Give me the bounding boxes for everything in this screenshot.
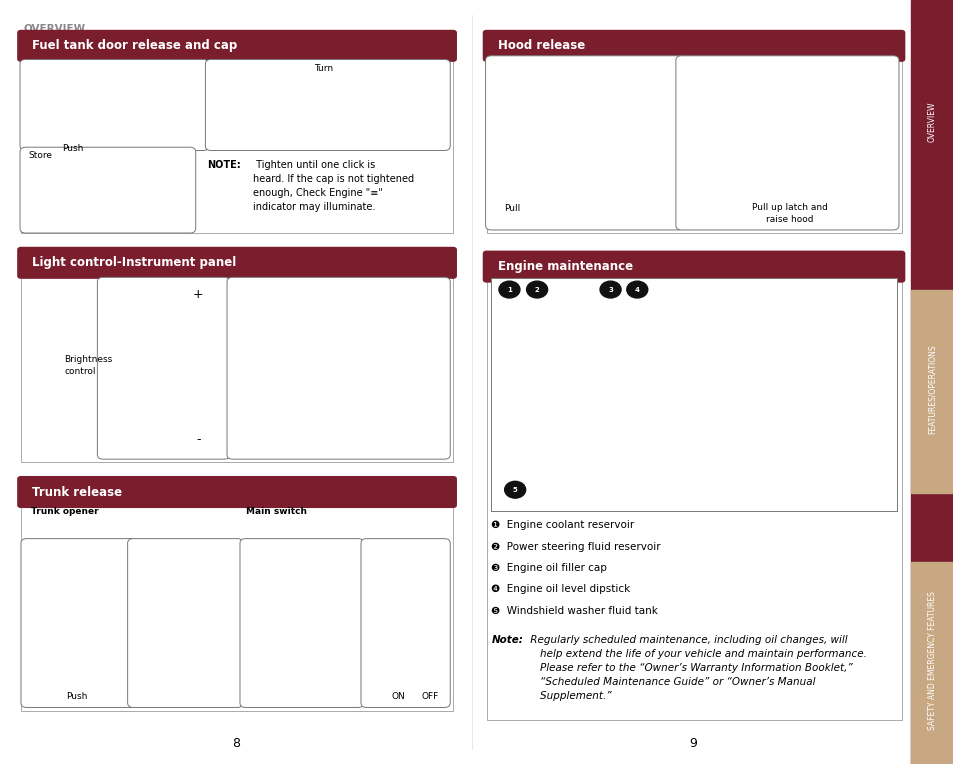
Bar — [910, 290, 953, 493]
Text: OVERVIEW: OVERVIEW — [926, 102, 936, 143]
Text: OVERVIEW: OVERVIEW — [24, 24, 86, 34]
Text: FEATURES/OPERATIONS: FEATURES/OPERATIONS — [926, 345, 936, 435]
Text: Push: Push — [62, 144, 84, 154]
FancyBboxPatch shape — [17, 247, 456, 279]
Text: ❹  Engine oil level dipstick: ❹ Engine oil level dipstick — [491, 584, 630, 594]
FancyBboxPatch shape — [20, 147, 195, 233]
FancyBboxPatch shape — [482, 251, 904, 283]
Circle shape — [526, 281, 547, 298]
FancyBboxPatch shape — [485, 56, 683, 230]
FancyBboxPatch shape — [17, 476, 456, 508]
Text: ❶  Engine coolant reservoir: ❶ Engine coolant reservoir — [491, 520, 634, 530]
Text: Pull: Pull — [503, 204, 519, 213]
Circle shape — [626, 281, 647, 298]
FancyBboxPatch shape — [17, 30, 456, 62]
Circle shape — [599, 281, 620, 298]
Text: Fuel tank door release and cap: Fuel tank door release and cap — [32, 39, 237, 53]
FancyBboxPatch shape — [482, 30, 904, 62]
FancyBboxPatch shape — [20, 60, 209, 151]
Text: 9: 9 — [689, 737, 697, 750]
Text: Tighten until one click is
heard. If the cap is not tightened
enough, Check Engi: Tighten until one click is heard. If the… — [253, 160, 414, 212]
Bar — [910, 562, 953, 764]
Text: -: - — [195, 433, 200, 446]
Text: 3: 3 — [607, 286, 613, 293]
Text: Store: Store — [29, 151, 52, 160]
Text: Brightness
control: Brightness control — [64, 355, 112, 376]
FancyBboxPatch shape — [360, 539, 450, 707]
Text: 4: 4 — [634, 286, 639, 293]
FancyBboxPatch shape — [227, 277, 450, 459]
Text: Trunk release: Trunk release — [32, 485, 122, 499]
Text: Note:: Note: — [491, 635, 522, 645]
Text: Light control-Instrument panel: Light control-Instrument panel — [32, 256, 236, 270]
Text: OFF: OFF — [420, 691, 438, 701]
FancyBboxPatch shape — [240, 539, 363, 707]
Text: Pull up latch and
raise hood: Pull up latch and raise hood — [751, 203, 826, 224]
Text: ❷  Power steering fluid reservoir: ❷ Power steering fluid reservoir — [491, 542, 660, 552]
Text: Push: Push — [67, 691, 88, 701]
Bar — [486, 254, 901, 720]
Text: Turn: Turn — [314, 64, 333, 73]
Text: NOTE:: NOTE: — [207, 160, 240, 170]
Text: Trunk opener: Trunk opener — [30, 507, 98, 516]
FancyBboxPatch shape — [205, 60, 450, 151]
Bar — [486, 33, 901, 233]
Text: ❸  Engine oil filler cap: ❸ Engine oil filler cap — [491, 563, 606, 573]
FancyBboxPatch shape — [21, 539, 136, 707]
Text: +: + — [193, 288, 203, 301]
Circle shape — [504, 481, 525, 498]
Text: SAFETY AND EMERGENCY FEATURES: SAFETY AND EMERGENCY FEATURES — [926, 591, 936, 730]
Text: 2: 2 — [535, 286, 538, 293]
Text: 8: 8 — [233, 737, 240, 750]
Bar — [21, 250, 453, 462]
Text: ON: ON — [392, 691, 405, 701]
Circle shape — [498, 281, 519, 298]
FancyBboxPatch shape — [128, 539, 242, 707]
Text: Main switch: Main switch — [246, 507, 307, 516]
Bar — [910, 0, 953, 764]
Bar — [21, 33, 453, 233]
Text: 5: 5 — [513, 487, 517, 493]
Text: 1: 1 — [506, 286, 512, 293]
Text: Engine maintenance: Engine maintenance — [497, 260, 633, 274]
Text: Hood release: Hood release — [497, 39, 584, 53]
FancyBboxPatch shape — [97, 277, 230, 459]
Text: ❺  Windshield washer fluid tank: ❺ Windshield washer fluid tank — [491, 606, 658, 616]
Bar — [21, 479, 453, 711]
Bar — [491, 278, 896, 511]
Text: Regularly scheduled maintenance, including oil changes, will
    help extend the: Regularly scheduled maintenance, includi… — [526, 635, 865, 701]
FancyBboxPatch shape — [675, 56, 898, 230]
